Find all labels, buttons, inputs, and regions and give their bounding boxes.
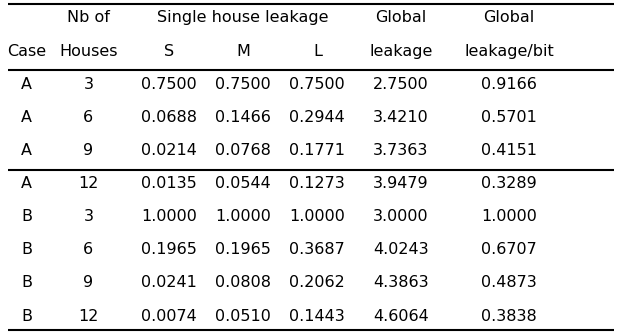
Text: 9: 9 (83, 276, 93, 291)
Text: S: S (164, 43, 174, 58)
Text: 0.1443: 0.1443 (289, 309, 345, 324)
Text: 0.0510: 0.0510 (215, 309, 271, 324)
Text: 0.7500: 0.7500 (215, 77, 271, 92)
Text: B: B (21, 276, 32, 291)
Text: 12: 12 (78, 309, 98, 324)
Text: 0.6707: 0.6707 (481, 242, 537, 257)
Text: 0.3289: 0.3289 (481, 176, 537, 191)
Text: A: A (21, 143, 32, 158)
Text: Single house leakage: Single house leakage (157, 10, 329, 25)
Text: 0.1965: 0.1965 (141, 242, 197, 257)
Text: B: B (21, 209, 32, 224)
Text: 0.1965: 0.1965 (215, 242, 271, 257)
Text: 0.0544: 0.0544 (215, 176, 271, 191)
Text: 3.9479: 3.9479 (373, 176, 429, 191)
Text: 3: 3 (83, 77, 93, 92)
Text: B: B (21, 242, 32, 257)
Text: 4.3863: 4.3863 (373, 276, 429, 291)
Text: 1.0000: 1.0000 (481, 209, 537, 224)
Text: 0.0214: 0.0214 (141, 143, 197, 158)
Text: 3.0000: 3.0000 (373, 209, 429, 224)
Text: Nb of: Nb of (67, 10, 109, 25)
Text: 0.1771: 0.1771 (289, 143, 345, 158)
Text: 0.1273: 0.1273 (289, 176, 345, 191)
Text: 6: 6 (83, 242, 93, 257)
Text: 3.4210: 3.4210 (373, 110, 429, 125)
Text: A: A (21, 176, 32, 191)
Text: 0.2062: 0.2062 (289, 276, 345, 291)
Text: L: L (313, 43, 322, 58)
Text: Global: Global (375, 10, 427, 25)
Text: Case: Case (7, 43, 46, 58)
Text: 6: 6 (83, 110, 93, 125)
Text: Global: Global (483, 10, 535, 25)
Text: leakage/bit: leakage/bit (465, 43, 554, 58)
Text: 2.7500: 2.7500 (373, 77, 429, 92)
Text: 0.0768: 0.0768 (215, 143, 271, 158)
Text: 12: 12 (78, 176, 98, 191)
Text: 3.7363: 3.7363 (373, 143, 429, 158)
Text: 0.2944: 0.2944 (289, 110, 345, 125)
Text: A: A (21, 77, 32, 92)
Text: 0.4151: 0.4151 (481, 143, 537, 158)
Text: 0.4873: 0.4873 (481, 276, 537, 291)
Text: 4.0243: 4.0243 (373, 242, 429, 257)
Text: 0.0074: 0.0074 (141, 309, 197, 324)
Text: A: A (21, 110, 32, 125)
Text: B: B (21, 309, 32, 324)
Text: 4.6064: 4.6064 (373, 309, 429, 324)
Text: 1.0000: 1.0000 (141, 209, 197, 224)
Text: 1.0000: 1.0000 (289, 209, 345, 224)
Text: 9: 9 (83, 143, 93, 158)
Text: 3: 3 (83, 209, 93, 224)
Text: 0.3687: 0.3687 (289, 242, 345, 257)
Text: 1.0000: 1.0000 (215, 209, 271, 224)
Text: 0.7500: 0.7500 (141, 77, 197, 92)
Text: 0.0688: 0.0688 (141, 110, 197, 125)
Text: 0.7500: 0.7500 (289, 77, 345, 92)
Text: 0.0241: 0.0241 (141, 276, 197, 291)
Text: Houses: Houses (59, 43, 118, 58)
Text: 0.9166: 0.9166 (481, 77, 537, 92)
Text: leakage: leakage (369, 43, 432, 58)
Text: 0.3838: 0.3838 (481, 309, 537, 324)
Text: 0.0135: 0.0135 (141, 176, 197, 191)
Text: 0.5701: 0.5701 (481, 110, 537, 125)
Text: M: M (236, 43, 250, 58)
Text: 0.0808: 0.0808 (215, 276, 271, 291)
Text: 0.1466: 0.1466 (215, 110, 271, 125)
